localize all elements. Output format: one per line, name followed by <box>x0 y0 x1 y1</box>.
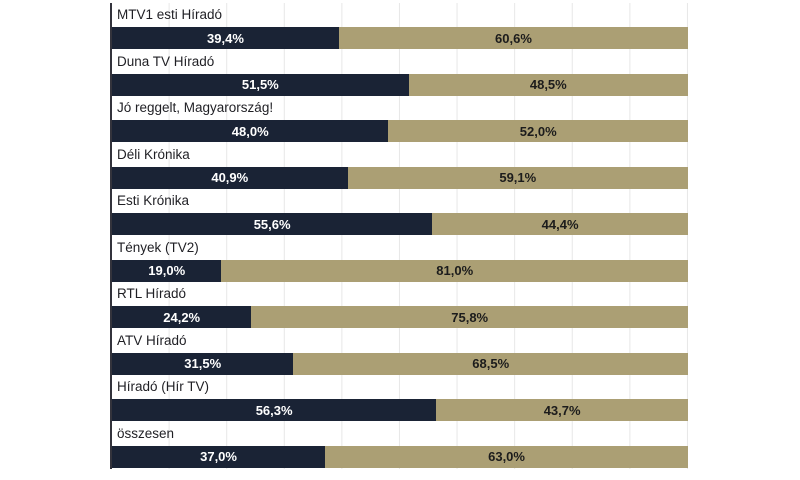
value-label-series1: 55,6% <box>253 216 291 232</box>
category-label: Jó reggelt, Magyarország! <box>117 100 274 115</box>
stacked-bar: 24,2% 75,8% <box>112 306 688 328</box>
value-label-series2: 59,1% <box>499 170 537 185</box>
bar-segment-series1: 48,0% <box>112 120 389 142</box>
bar-segment-series1: 24,2% <box>112 306 252 328</box>
stacked-bar: 31,5% 68,5% <box>112 352 688 375</box>
value-label-series1: 40,9% <box>211 170 249 185</box>
value-label-series1: 39,4% <box>207 30 244 46</box>
bar-segment-series2: 68,5% <box>293 352 688 375</box>
category-label: RTL Híradó <box>117 286 187 301</box>
value-label-series1: 24,2% <box>163 309 201 325</box>
bar-segment-series2: 59,1% <box>347 166 688 189</box>
value-label-series2: 68,5% <box>472 356 510 371</box>
bar-segment-series1: 55,6% <box>112 213 433 235</box>
bar-segment-series1: 56,3% <box>112 399 437 421</box>
chart-row: Tények (TV2) 19,0% 81,0% <box>112 236 688 283</box>
value-label-series2: 60,6% <box>495 30 532 46</box>
chart-row: Híradó (Hír TV) 56,3% 43,7% <box>112 375 688 422</box>
value-label-series1: 31,5% <box>184 356 222 371</box>
plot-area: MTV1 esti Híradó 39,4% 60,6% Duna TV Hír… <box>110 3 688 469</box>
bar-segment-series1: 19,0% <box>112 259 222 282</box>
value-label-series1: 19,0% <box>148 263 186 278</box>
value-label-series2: 48,5% <box>529 77 567 92</box>
category-label: Esti Krónika <box>117 193 190 208</box>
bar-segment-series2: 63,0% <box>325 445 688 468</box>
bar-segment-series2: 60,6% <box>338 27 688 49</box>
chart-row: Jó reggelt, Magyarország! 48,0% 52,0% <box>112 96 688 143</box>
bar-segment-series2: 43,7% <box>436 399 688 421</box>
value-label-series2: 52,0% <box>519 123 557 139</box>
stacked-bar: 48,0% 52,0% <box>112 120 688 142</box>
bar-segment-series2: 44,4% <box>432 213 688 235</box>
stacked-bar: 55,6% 44,4% <box>112 213 688 235</box>
value-label-series1: 37,0% <box>200 449 237 464</box>
category-label: Tények (TV2) <box>117 239 199 255</box>
category-label: MTV1 esti Híradó <box>117 7 223 22</box>
category-label: Híradó (Hír TV) <box>117 379 210 394</box>
stacked-bar: 40,9% 59,1% <box>112 166 688 189</box>
bar-segment-series1: 31,5% <box>112 352 294 375</box>
bar-segment-series2: 48,5% <box>408 73 688 96</box>
stacked-bar: 19,0% 81,0% <box>112 259 688 282</box>
stacked-bar: 39,4% 60,6% <box>112 27 688 49</box>
value-label-series1: 48,0% <box>231 123 269 139</box>
bar-segment-series2: 81,0% <box>221 259 688 282</box>
value-label-series2: 44,4% <box>541 216 579 232</box>
chart-row: MTV1 esti Híradó 39,4% 60,6% <box>112 3 688 50</box>
category-label: Duna TV Híradó <box>117 53 215 69</box>
value-label-series1: 56,3% <box>255 402 293 418</box>
value-label-series2: 81,0% <box>436 263 474 278</box>
chart-row: Duna TV Híradó 51,5% 48,5% <box>112 50 688 97</box>
bar-segment-series1: 40,9% <box>112 166 348 189</box>
bar-segment-series1: 39,4% <box>112 27 339 49</box>
stacked-bar: 51,5% 48,5% <box>112 73 688 96</box>
stacked-bar: 56,3% 43,7% <box>112 399 688 421</box>
stacked-bar: 37,0% 63,0% <box>112 445 688 468</box>
chart-row: Esti Krónika 55,6% 44,4% <box>112 189 688 236</box>
bar-segment-series1: 51,5% <box>112 73 409 96</box>
category-label: Déli Krónika <box>117 146 190 162</box>
value-label-series2: 43,7% <box>543 402 581 418</box>
chart-row: RTL Híradó 24,2% 75,8% <box>112 282 688 329</box>
chart-row: Déli Krónika 40,9% 59,1% <box>112 143 688 190</box>
bar-segment-series2: 75,8% <box>251 306 688 328</box>
category-label: ATV Híradó <box>117 332 187 348</box>
category-label: összesen <box>117 425 175 441</box>
value-label-series2: 75,8% <box>451 309 489 325</box>
value-label-series1: 51,5% <box>241 77 279 92</box>
chart-row: ATV Híradó 31,5% 68,5% <box>112 329 688 376</box>
chart-row: összesen 37,0% 63,0% <box>112 422 688 469</box>
bar-segment-series1: 37,0% <box>112 445 326 468</box>
value-label-series2: 63,0% <box>488 449 525 464</box>
bar-segment-series2: 52,0% <box>388 120 688 142</box>
